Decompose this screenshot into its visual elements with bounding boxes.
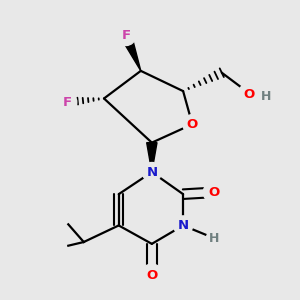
Text: O: O <box>209 186 220 199</box>
Circle shape <box>141 264 163 286</box>
Polygon shape <box>121 34 141 71</box>
Polygon shape <box>147 142 157 172</box>
Circle shape <box>183 115 202 134</box>
Circle shape <box>58 93 77 112</box>
Circle shape <box>142 163 161 182</box>
Circle shape <box>238 82 264 108</box>
Text: H: H <box>261 90 271 103</box>
Text: H: H <box>209 232 220 245</box>
Text: O: O <box>146 268 158 282</box>
Text: O: O <box>187 118 198 131</box>
Circle shape <box>116 26 136 46</box>
Text: N: N <box>146 166 158 178</box>
Circle shape <box>203 181 226 203</box>
Text: F: F <box>63 96 72 109</box>
Text: O: O <box>244 88 255 101</box>
Circle shape <box>206 230 223 246</box>
Text: N: N <box>178 219 189 232</box>
Text: F: F <box>122 29 130 42</box>
Circle shape <box>174 216 193 235</box>
